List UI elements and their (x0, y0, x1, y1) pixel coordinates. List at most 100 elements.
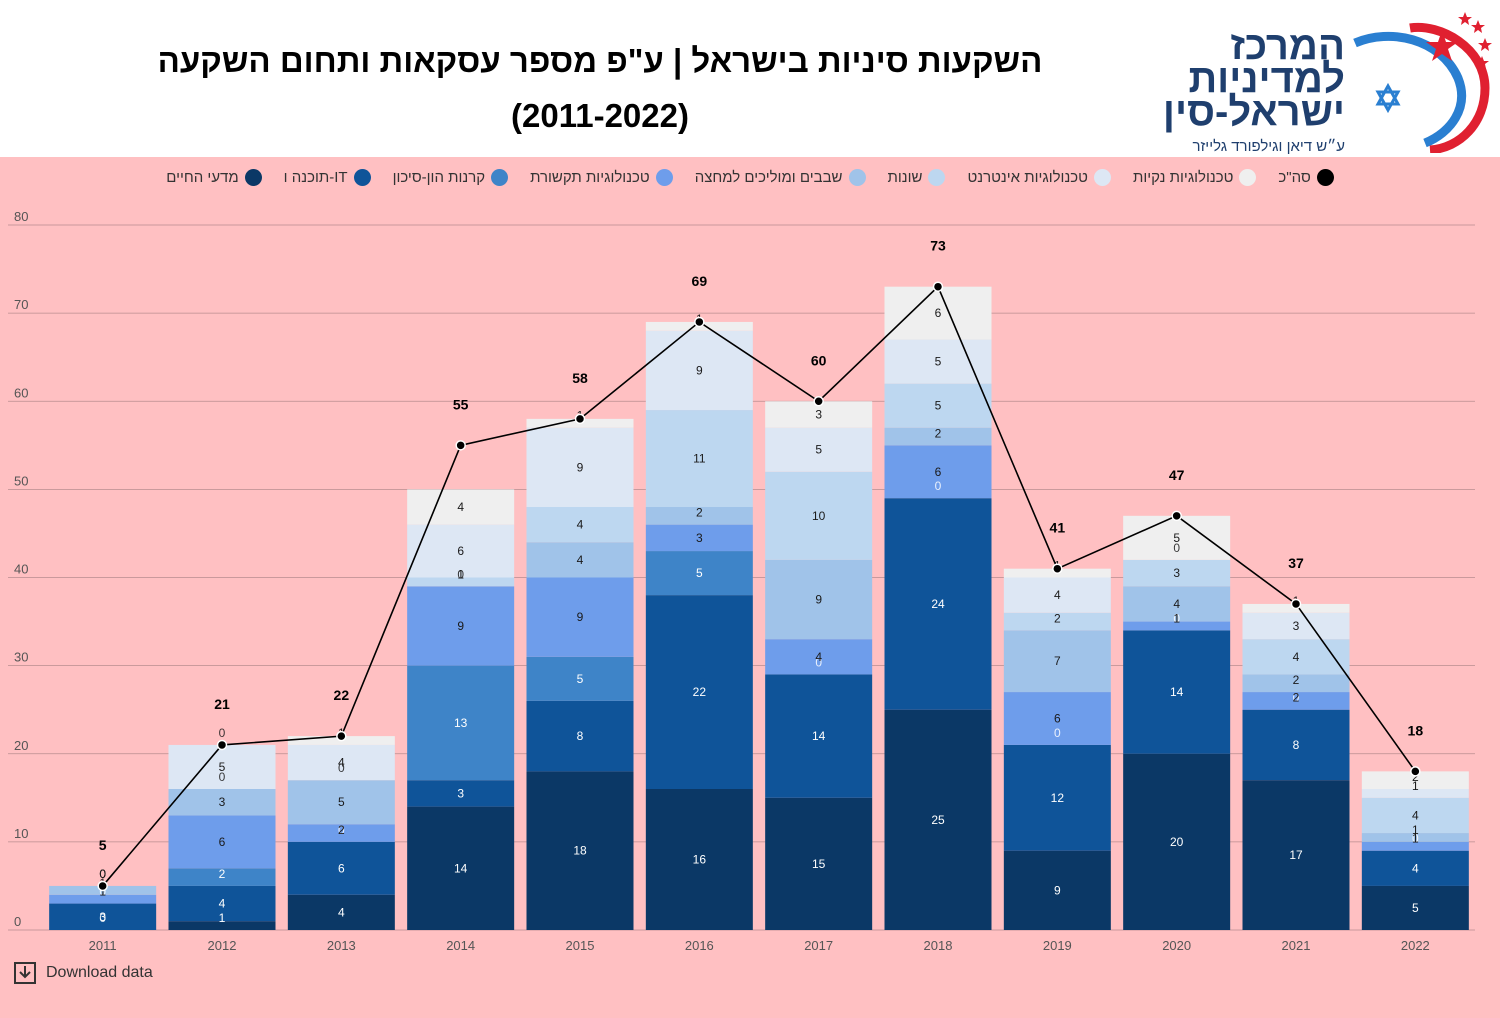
bar-segment[interactable] (407, 489, 515, 525)
bar-segment[interactable] (645, 330, 753, 411)
bar-segment[interactable] (526, 656, 634, 701)
bar-segment[interactable] (168, 885, 276, 922)
bar-segment[interactable] (1361, 797, 1469, 834)
legend-item[interactable]: טכנולוגיות נקיות (1133, 168, 1257, 186)
legend-item[interactable]: IT-תוכנה ו (284, 168, 371, 186)
legend-item[interactable]: שבבים ומוליכים למחצה (695, 168, 866, 186)
total-value-label: 37 (1288, 555, 1304, 571)
bar-segment[interactable] (407, 806, 515, 930)
bar-segment[interactable] (49, 903, 157, 930)
bar-segment[interactable] (407, 577, 515, 587)
bar-segment[interactable] (645, 410, 753, 507)
bar-segment[interactable] (1242, 780, 1350, 930)
bar-segment[interactable] (168, 789, 276, 816)
bar-segment[interactable] (884, 339, 992, 384)
bar-segment[interactable] (49, 894, 157, 904)
total-point[interactable] (1410, 766, 1421, 777)
legend-item[interactable]: טכנולוגיות אינטרנט (967, 168, 1111, 186)
bar-segment[interactable] (1123, 515, 1231, 560)
bar-segment[interactable] (645, 524, 753, 552)
bar-segment[interactable] (287, 894, 395, 930)
total-point[interactable] (216, 739, 228, 751)
bar-segment[interactable] (765, 639, 873, 675)
bar-segment[interactable] (765, 471, 873, 560)
bar-segment[interactable] (1242, 709, 1350, 781)
segment-value-label: 12 (1051, 791, 1065, 805)
legend-item[interactable]: מדעי החיים (166, 168, 262, 186)
bar-segment[interactable] (1003, 612, 1111, 631)
bar-segment[interactable] (1361, 771, 1469, 789)
bar-segment[interactable] (526, 700, 634, 772)
bar-segment[interactable] (1361, 833, 1469, 842)
bar-segment[interactable] (765, 427, 873, 472)
total-point[interactable] (1052, 563, 1063, 574)
segment-value-label: 17 (1289, 848, 1303, 862)
bar-segment[interactable] (1123, 586, 1231, 622)
bar-segment[interactable] (1003, 577, 1111, 613)
bar-segment[interactable] (1361, 789, 1469, 798)
bar-segment[interactable] (407, 780, 515, 807)
total-point[interactable] (932, 281, 944, 292)
bar-segment[interactable] (884, 709, 992, 930)
bar-segment[interactable] (287, 780, 395, 825)
total-point[interactable] (336, 730, 347, 742)
bar-segment[interactable] (1003, 850, 1111, 930)
bar-segment[interactable] (1242, 639, 1350, 675)
bar-segment[interactable] (168, 815, 276, 869)
segment-value-label: 4 (1412, 808, 1419, 822)
legend-item[interactable]: שונות (888, 168, 946, 186)
bar-segment[interactable] (645, 789, 753, 930)
bar-segment[interactable] (1242, 612, 1350, 640)
bar-segment[interactable] (765, 674, 873, 798)
total-point[interactable] (97, 880, 108, 892)
bar-segment[interactable] (884, 427, 992, 446)
bar-segment[interactable] (287, 824, 395, 842)
bar-segment[interactable] (884, 383, 992, 428)
bar-segment[interactable] (526, 577, 634, 657)
total-point[interactable] (813, 396, 824, 407)
legend-item[interactable]: קרנות הון-סיכון (393, 168, 509, 186)
bar-segment[interactable] (407, 665, 515, 781)
bar-segment[interactable] (287, 744, 395, 781)
bar-segment[interactable] (168, 868, 276, 886)
bar-segment[interactable] (1242, 674, 1350, 693)
bar-segment[interactable] (168, 921, 276, 930)
bar-segment[interactable] (1003, 744, 1111, 851)
bar-segment[interactable] (407, 586, 515, 666)
bar-segment[interactable] (884, 498, 992, 710)
bar-segment[interactable] (765, 559, 873, 640)
bar-segment[interactable] (526, 542, 634, 578)
bar-segment[interactable] (884, 445, 992, 499)
bar-segment[interactable] (1123, 559, 1231, 587)
bar-segment[interactable] (1361, 850, 1469, 886)
bar-segment[interactable] (526, 427, 634, 507)
segment-value-label: 20 (1170, 835, 1184, 849)
bar-segment[interactable] (884, 286, 992, 340)
total-point[interactable] (694, 316, 705, 328)
bar-segment[interactable] (1361, 885, 1469, 930)
download-data-link[interactable]: Download data (14, 962, 153, 984)
bar-segment[interactable] (1003, 630, 1111, 693)
bar-segment[interactable] (645, 507, 753, 525)
bar-segment[interactable] (1361, 841, 1469, 851)
bar-segment[interactable] (645, 595, 753, 789)
bar-segment[interactable] (526, 771, 634, 930)
bar-segment[interactable] (645, 551, 753, 596)
legend-item[interactable]: סה"כ (1278, 168, 1334, 186)
segment-value-label: 4 (577, 518, 584, 532)
bar-segment[interactable] (1123, 621, 1231, 631)
bar-segment[interactable] (287, 841, 395, 895)
total-point[interactable] (1290, 598, 1302, 610)
bar-segment[interactable] (1123, 753, 1231, 930)
bar-segment[interactable] (526, 507, 634, 543)
legend-item[interactable]: טכנולוגיות תקשורת (530, 168, 673, 186)
total-point[interactable] (574, 413, 586, 425)
total-point[interactable] (1171, 510, 1182, 522)
bar-segment[interactable] (168, 744, 276, 789)
bar-segment[interactable] (1003, 692, 1111, 745)
segment-value-label: 1 (457, 567, 464, 581)
bar-segment[interactable] (1123, 630, 1231, 754)
bar-segment[interactable] (765, 797, 873, 930)
total-point[interactable] (455, 440, 466, 451)
bar-segment[interactable] (1242, 692, 1350, 710)
